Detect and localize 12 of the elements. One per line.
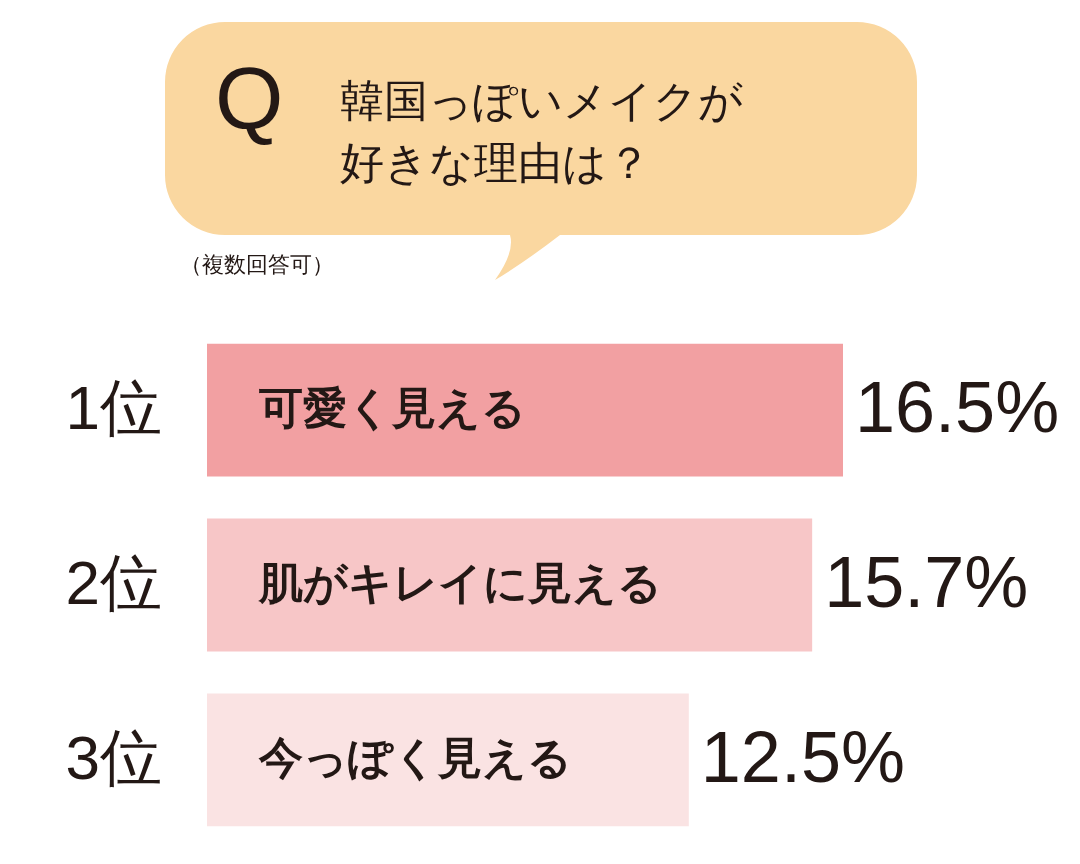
y-tick-label: 肌がキレイに見える <box>258 557 662 608</box>
text: 2位 <box>65 548 162 617</box>
text: 1位 <box>65 373 162 443</box>
text: 3位 <box>65 722 162 792</box>
data-label: 12.5% <box>700 716 905 797</box>
chart-subtitle: （複数回答可） <box>180 251 334 279</box>
text: Q <box>215 49 284 148</box>
chart-title: 韓国っぽいメイクが好きな理由は？ <box>340 74 744 190</box>
y-tick-label: 今っぽく見える <box>258 731 572 783</box>
y-tick-label: 可愛く見える <box>259 382 526 434</box>
data-label: 16.5% <box>855 367 1060 448</box>
data-label: 15.7% <box>824 542 1029 622</box>
